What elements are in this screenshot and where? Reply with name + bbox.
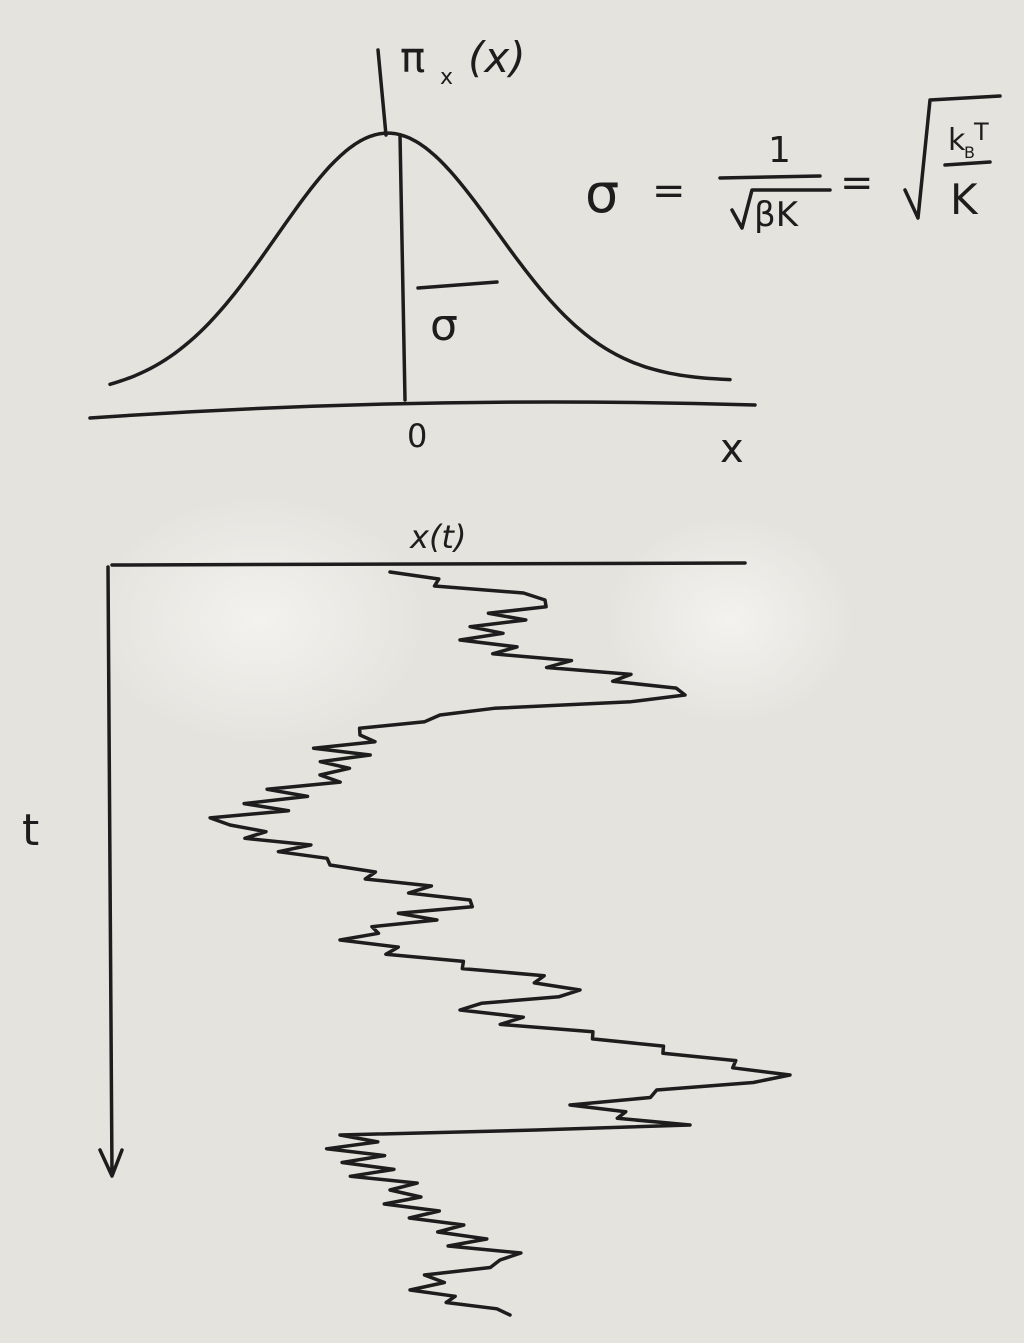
sqrt-sign — [730, 188, 832, 230]
y-label: π — [400, 33, 425, 82]
fraction-bar — [718, 174, 822, 180]
formula-k: K — [950, 175, 979, 224]
gaussian-curve — [108, 131, 732, 387]
formula-kb: k — [948, 123, 966, 158]
glare — [610, 520, 850, 720]
fraction-bar — [943, 160, 992, 167]
x-label: x(t) — [409, 518, 466, 556]
t-axis — [98, 565, 124, 1178]
formula-den: βK — [754, 195, 800, 235]
formula-num: 1 — [768, 130, 791, 171]
formula-t: T — [973, 118, 989, 146]
sigma-label: σ — [430, 300, 458, 351]
origin-label: 0 — [407, 417, 427, 455]
sigma-bar — [416, 280, 499, 290]
x-label: x — [720, 426, 744, 472]
formula-lhs: σ — [585, 162, 619, 225]
y-label-sub: x — [440, 65, 453, 90]
formula-eq: = — [840, 160, 874, 206]
y-axis — [376, 48, 388, 137]
sqrt-sign — [903, 94, 1002, 220]
t-label: t — [22, 805, 39, 856]
x-axis — [88, 400, 757, 420]
formula-kb-sub: B — [964, 143, 975, 162]
glare — [100, 500, 420, 740]
y-label-arg: (x) — [468, 33, 526, 82]
random-walk — [208, 570, 792, 1317]
formula-eq: = — [652, 168, 686, 214]
x-axis — [110, 561, 747, 567]
center-line — [398, 133, 407, 402]
